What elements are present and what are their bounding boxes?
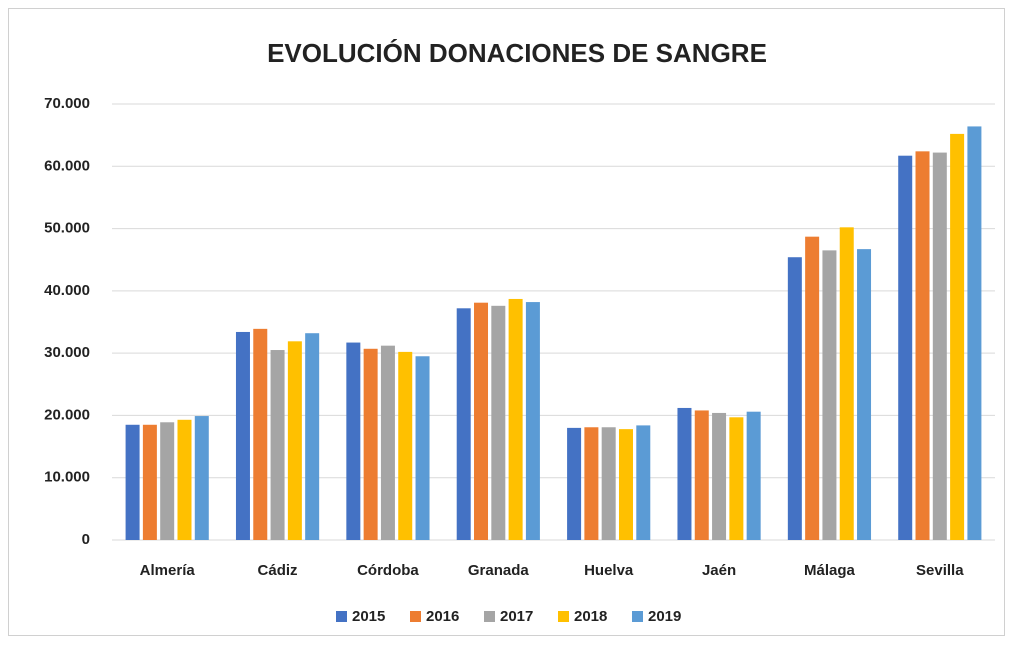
bar [729, 417, 744, 540]
y-tick-label: 0 [82, 531, 90, 548]
legend-label: 2018 [574, 608, 607, 625]
bar [525, 302, 540, 540]
bar [932, 152, 947, 540]
bar [415, 356, 430, 540]
bar [601, 427, 616, 540]
bar [363, 348, 378, 540]
chart-border [8, 8, 1005, 636]
bar [746, 411, 761, 540]
x-tick-label: Cádiz [258, 562, 298, 579]
legend-swatch [484, 611, 495, 622]
legend-swatch [410, 611, 421, 622]
bar [822, 250, 837, 540]
bar [618, 429, 633, 540]
x-tick-label: Jaén [702, 562, 736, 579]
bar [235, 331, 250, 540]
bar [805, 236, 820, 540]
legend-swatch [558, 611, 569, 622]
y-tick-label: 50.000 [44, 220, 90, 237]
legend-label: 2017 [500, 608, 533, 625]
bar [160, 422, 175, 540]
bar [398, 351, 413, 540]
bar [305, 333, 320, 540]
bar [677, 407, 692, 540]
bar [177, 419, 192, 540]
bar [194, 416, 209, 540]
bar [287, 341, 302, 540]
bar [857, 249, 872, 540]
bar [967, 126, 982, 541]
bar [125, 424, 140, 540]
bar [839, 227, 854, 540]
legend-label: 2016 [426, 608, 459, 625]
bar [584, 427, 599, 540]
y-tick-label: 30.000 [44, 344, 90, 361]
y-tick-label: 40.000 [44, 282, 90, 299]
bar [474, 302, 489, 540]
bar [915, 151, 930, 540]
bar [636, 425, 651, 540]
bar [142, 424, 157, 540]
y-tick-label: 70.000 [44, 95, 90, 112]
bar [694, 410, 709, 540]
bar [491, 305, 506, 540]
x-tick-label: Sevilla [916, 562, 964, 579]
bar [380, 345, 395, 540]
y-tick-label: 10.000 [44, 469, 90, 486]
x-tick-label: Córdoba [357, 562, 419, 579]
y-tick-label: 60.000 [44, 157, 90, 174]
bar [456, 308, 471, 540]
bar [508, 298, 523, 540]
y-tick-label: 20.000 [44, 406, 90, 423]
legend-label: 2019 [648, 608, 681, 625]
legend-label: 2015 [352, 608, 385, 625]
x-tick-label: Almería [140, 562, 196, 579]
legend-swatch [632, 611, 643, 622]
bar [898, 155, 913, 540]
bar [950, 133, 965, 540]
x-tick-label: Granada [468, 562, 530, 579]
bar [346, 342, 361, 540]
bar [567, 427, 582, 540]
bar [787, 257, 802, 540]
bar [270, 350, 285, 540]
x-tick-label: Huelva [584, 562, 634, 579]
x-tick-label: Málaga [804, 562, 856, 579]
bar [253, 328, 268, 540]
legend-swatch [336, 611, 347, 622]
chart-title: EVOLUCIÓN DONACIONES DE SANGRE [267, 38, 767, 68]
bar [712, 412, 727, 540]
